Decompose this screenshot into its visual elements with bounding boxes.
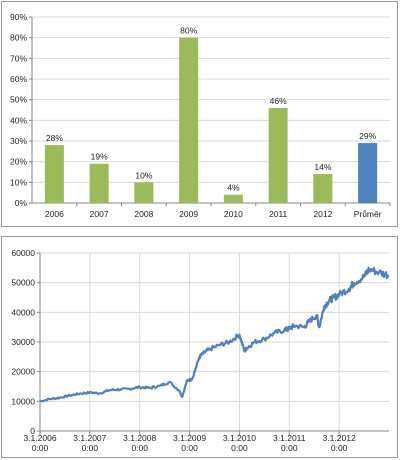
y-tick-label: 50000 xyxy=(11,278,35,288)
bar xyxy=(179,37,199,203)
category-label: 2006 xyxy=(45,209,64,219)
data-label: 29% xyxy=(359,131,376,141)
line-chart: 01000020000300004000050000600003.1.20060… xyxy=(11,248,390,453)
category-label: 2010 xyxy=(224,209,243,219)
y-tick-label: 30% xyxy=(10,136,27,146)
category-label: 2011 xyxy=(269,209,288,219)
category-label: 2008 xyxy=(134,209,153,219)
bar xyxy=(268,107,288,203)
data-label: 28% xyxy=(46,133,63,143)
y-tick-label: 40000 xyxy=(11,307,35,317)
bar-chart-panel: 0% 10% 20% 30% 40% 50% 60% 70% 80% 90% 28% 2006 19% 2… xyxy=(1,1,398,227)
data-label: 19% xyxy=(91,152,108,162)
x-tick-label-time: 0:00 xyxy=(331,443,348,453)
x-tick-label-time: 0:00 xyxy=(131,443,148,453)
x-tick-label-date: 3.1.2011 xyxy=(273,433,306,443)
y-tick-label: 10% xyxy=(10,177,27,187)
data-label: 14% xyxy=(314,162,331,172)
series-line xyxy=(39,266,390,403)
y-tick-label: 30000 xyxy=(11,337,35,347)
y-tick-label: 60000 xyxy=(11,248,35,258)
bar xyxy=(223,194,243,203)
y-tick-label: 60% xyxy=(10,74,27,84)
x-tick-label-time: 0:00 xyxy=(32,443,49,453)
y-tick-label: 0% xyxy=(15,198,28,208)
x-tick-label-date: 3.1.2010 xyxy=(223,433,256,443)
y-tick-label: 70% xyxy=(10,53,27,63)
x-tick-label-date: 3.1.2007 xyxy=(73,433,106,443)
x-tick-label-date: 3.1.2012 xyxy=(323,433,356,443)
y-tick-label: 50% xyxy=(10,95,27,105)
x-tick-label-time: 0:00 xyxy=(82,443,99,453)
x-tick-label-time: 0:00 xyxy=(281,443,298,453)
y-tick-label: 40% xyxy=(10,115,27,125)
y-tick-label: 10000 xyxy=(11,396,35,406)
y-tick-label: 90% xyxy=(10,12,27,22)
x-tick-label-time: 0:00 xyxy=(181,443,198,453)
data-label: 4% xyxy=(227,183,240,193)
data-label: 80% xyxy=(180,26,197,36)
category-label: 2007 xyxy=(90,209,109,219)
y-tick-label: 80% xyxy=(10,33,27,43)
x-tick-label-time: 0:00 xyxy=(231,443,248,453)
data-label: 10% xyxy=(135,170,152,180)
x-tick-label-date: 3.1.2008 xyxy=(123,433,156,443)
x-tick-label-date: 3.1.2009 xyxy=(173,433,206,443)
line-chart-panel: 0 10000 20000 30000 40000 50000 60000 3.1.2006 0… xyxy=(1,236,398,458)
y-tick-label: 0 xyxy=(30,426,35,436)
category-label: 2009 xyxy=(179,209,198,219)
x-tick-label-date: 3.1.2006 xyxy=(23,433,56,443)
category-label: Průměr xyxy=(354,209,382,219)
bar xyxy=(134,182,154,203)
y-tick-label: 20000 xyxy=(11,367,35,377)
bar xyxy=(44,145,64,203)
data-label: 46% xyxy=(270,96,287,106)
bar-chart: 0% 10% 20% 30% 40% 50% 60% 70% 80% 90% 28% 2006 19% 2… xyxy=(10,12,391,219)
bar xyxy=(313,174,333,203)
bar xyxy=(89,163,109,203)
bar xyxy=(358,143,378,203)
category-label: 2012 xyxy=(313,209,332,219)
y-tick-label: 20% xyxy=(10,157,27,167)
